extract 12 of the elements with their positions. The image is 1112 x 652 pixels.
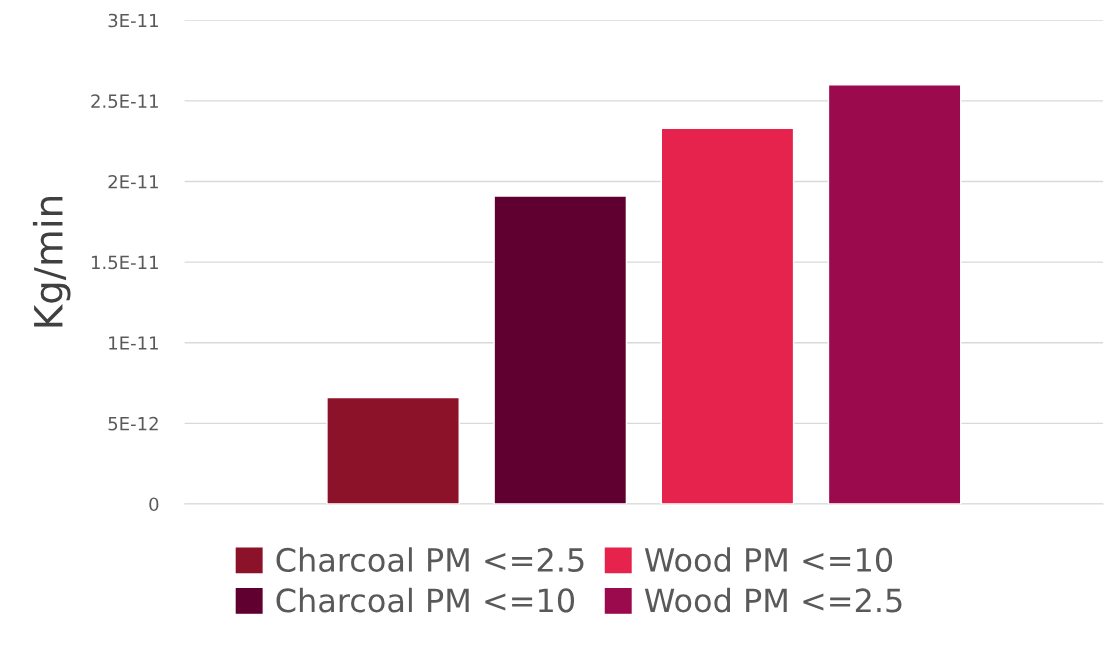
y-tick-label: 1E-11 [109,336,158,350]
y-tick-label: 1.5E-11 [91,255,158,270]
legend-label: Charcoal PM <=10 [276,587,575,613]
y-tick-label: 5E-12 [108,416,158,431]
y-tick-label: 0 [149,497,159,512]
legend-label: Wood PM <=2.5 [644,587,902,613]
y-tick-label: 2.5E-11 [91,94,158,108]
y-axis-title: Kg/min [32,197,71,327]
y-tick-label: 3E-11 [108,13,158,28]
y-tick-label: 2E-11 [108,174,158,189]
legend-label: Wood PM <=10 [644,547,893,572]
legend-label: Charcoal PM <=2.5 [276,547,584,572]
